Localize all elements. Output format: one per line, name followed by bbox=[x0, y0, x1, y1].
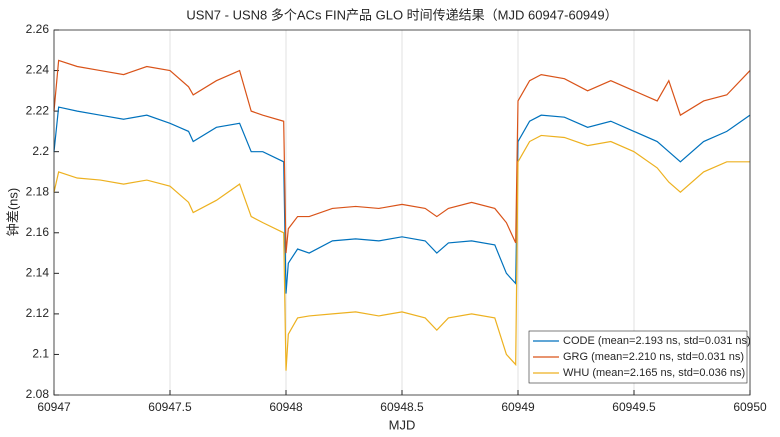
y-tick-label: 2.14 bbox=[26, 266, 50, 280]
x-tick-label: 60947.5 bbox=[148, 400, 192, 414]
x-tick-label: 60948 bbox=[269, 400, 303, 414]
y-tick-label: 2.26 bbox=[26, 22, 50, 36]
legend-label: WHU (mean=2.165 ns, std=0.036 ns) bbox=[563, 367, 745, 379]
series-line bbox=[53, 106, 751, 294]
legend-label: CODE (mean=2.193 ns, std=0.031 ns) bbox=[563, 335, 751, 347]
y-tick-label: 2.1 bbox=[32, 347, 49, 361]
x-tick-label: 60949.5 bbox=[612, 400, 656, 414]
legend-label: GRG (mean=2.210 ns, std=0.031 ns) bbox=[563, 351, 744, 363]
y-tick-label: 2.22 bbox=[26, 103, 50, 117]
y-tick-label: 2.08 bbox=[26, 387, 50, 401]
y-tick-label: 2.18 bbox=[26, 184, 50, 198]
series-line bbox=[53, 134, 750, 371]
series-line bbox=[53, 59, 751, 254]
y-tick-label: 2.16 bbox=[26, 225, 50, 239]
x-tick-label: 60950 bbox=[733, 400, 767, 414]
x-tick-label: 60949 bbox=[501, 400, 535, 414]
y-tick-label: 2.2 bbox=[32, 144, 49, 158]
y-tick-label: 2.12 bbox=[26, 306, 50, 320]
y-axis-label: 钟差(ns) bbox=[5, 188, 20, 236]
x-tick-label: 60947 bbox=[37, 400, 71, 414]
axes-box bbox=[53, 29, 751, 396]
chart-title: USN7 - USN8 多个ACs FIN产品 GLO 时间传递结果（MJD 6… bbox=[186, 7, 617, 22]
y-tick-label: 2.24 bbox=[26, 63, 50, 77]
x-axis-label: MJD bbox=[389, 417, 416, 432]
x-tick-label: 60948.5 bbox=[380, 400, 424, 414]
legend-box bbox=[528, 330, 748, 384]
